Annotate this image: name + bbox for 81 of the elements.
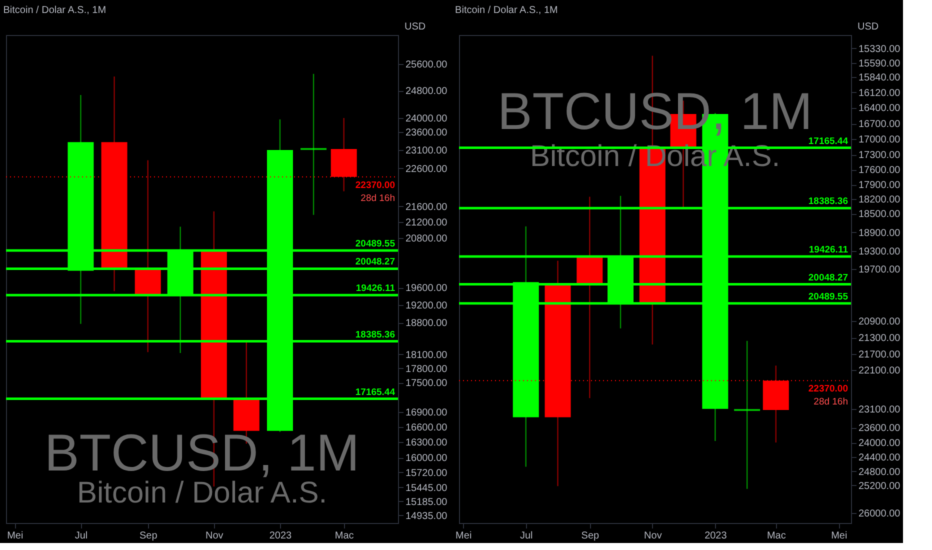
ref-line-label: 20489.55 (808, 291, 849, 302)
y-tick-label: 16000.00 (406, 453, 448, 464)
y-tick-label: 24000.00 (406, 114, 448, 125)
ref-line-label: 19426.11 (808, 244, 849, 256)
y-tick-label: 26000.00 (858, 508, 901, 520)
annotation: Bitcoin / Dolar A.S. (76, 476, 328, 510)
y-tick-label: 21200.00 (406, 217, 448, 228)
x-tick-label: Mei (7, 530, 24, 542)
y-tick-label: 24800.00 (858, 466, 901, 478)
y-tick-label: 21600.00 (406, 202, 448, 213)
y-axis-title: USD (858, 22, 879, 32)
y-tick-label: 25200.00 (858, 480, 901, 492)
x-tick-label: Jul (74, 530, 88, 542)
ref-line-label: 22370.00 (355, 180, 395, 191)
x-tick-label: 2023 (269, 530, 292, 542)
x-tick-label: Sep (139, 530, 158, 542)
annotation: 28d 16h (360, 192, 395, 204)
y-tick-label: 15330.00 (858, 44, 901, 55)
y-tick-label: 19200.00 (406, 300, 448, 312)
y-tick-label: 18800.00 (406, 318, 448, 330)
ref-line-label: 17165.44 (355, 386, 396, 398)
x-tick-label: 2023 (704, 530, 728, 542)
y-tick-label: 15720.00 (406, 468, 448, 479)
y-tick-label: 19600.00 (406, 283, 448, 294)
ref-line-label: 20048.27 (355, 256, 395, 268)
y-tick-label: 22600.00 (406, 164, 448, 175)
y-tick-label: 17000.00 (858, 134, 901, 146)
y-tick-label: 17600.00 (858, 165, 901, 176)
y-tick-label: 18200.00 (858, 194, 901, 206)
x-tick-label: Mac (334, 530, 354, 542)
y-tick-label: 20800.00 (406, 233, 448, 244)
y-tick-label: 23100.00 (406, 146, 448, 157)
y-tick-label: 16120.00 (858, 88, 901, 99)
ref-line-label: 20489.55 (355, 238, 396, 250)
y-tick-label: 17900.00 (858, 180, 901, 192)
y-tick-label: 15185.00 (406, 496, 448, 508)
y-tick-label: 18100.00 (406, 350, 448, 361)
y-tick-label: 21300.00 (858, 333, 901, 344)
y-tick-label: 22100.00 (858, 365, 901, 376)
y-axis-title: USD (404, 22, 426, 32)
y-tick-label: 16700.00 (858, 119, 901, 130)
y-tick-label: 19300.00 (858, 246, 901, 258)
y-tick-label: 21700.00 (858, 349, 901, 360)
y-tick-label: 17500.00 (406, 378, 448, 390)
y-tick-label: 23100.00 (858, 404, 901, 416)
y-tick-label: 18500.00 (858, 209, 901, 220)
y-tick-label: 16900.00 (406, 407, 448, 418)
y-tick-label: 23600.00 (406, 128, 448, 139)
y-tick-label: 16400.00 (858, 103, 901, 114)
ref-line-label: 20048.27 (808, 272, 848, 284)
ref-line-label: 19426.11 (356, 283, 396, 294)
ref-line-label: 18385.36 (355, 329, 395, 340)
y-tick-label: 17800.00 (406, 364, 448, 375)
y-tick-label: 17300.00 (858, 150, 901, 162)
x-tick-label: Mei (831, 530, 848, 542)
ref-line-label: 18385.36 (808, 196, 848, 208)
x-tick-label: Sep (581, 530, 600, 542)
y-tick-label: 24800.00 (406, 86, 448, 98)
y-tick-label: 18900.00 (858, 228, 901, 239)
annotation: 28d 16h (814, 396, 848, 408)
chart-title: Bitcoin / Dolar A.S., 1M (455, 5, 558, 16)
ref-line-label: 22370.00 (808, 384, 848, 395)
x-tick-label: Jul (520, 530, 533, 542)
x-tick-label: Nov (644, 530, 662, 542)
chart-title: Bitcoin / Dolar A.S., 1M (3, 5, 106, 16)
y-tick-label: 16600.00 (406, 422, 448, 434)
x-tick-label: Mei (456, 530, 472, 542)
y-tick-label: 20900.00 (858, 316, 901, 328)
y-tick-label: 24000.00 (858, 438, 901, 450)
y-tick-label: 15590.00 (858, 58, 901, 70)
x-tick-label: Nov (206, 530, 224, 542)
y-tick-label: 23600.00 (858, 423, 901, 434)
y-tick-label: 25600.00 (406, 59, 448, 70)
y-tick-label: 15840.00 (858, 72, 901, 84)
y-tick-label: 24400.00 (858, 452, 901, 464)
y-tick-label: 14935.00 (406, 510, 448, 522)
y-tick-label: 15445.00 (406, 482, 448, 494)
ref-line-label: 17165.44 (808, 136, 849, 147)
y-tick-label: 16300.00 (406, 438, 448, 449)
x-tick-label: Mac (766, 530, 786, 542)
y-tick-label: 19700.00 (858, 264, 901, 276)
